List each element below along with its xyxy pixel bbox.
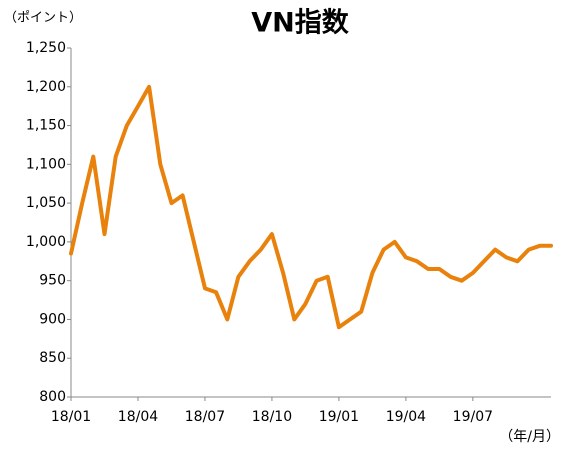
y-tick-label: 850 (39, 350, 66, 366)
chart-title: VN指数 (251, 8, 349, 39)
x-tick-label: 18/01 (51, 409, 91, 425)
y-tick-label: 800 (39, 389, 66, 405)
y-tick-label: 1,200 (26, 79, 66, 95)
x-tick-label: 18/10 (252, 409, 292, 425)
x-tick-label: 18/04 (118, 409, 158, 425)
x-axis-label: （年/月） (499, 429, 560, 445)
y-tick-label: 1,050 (26, 195, 66, 211)
y-tick-label: 900 (39, 311, 66, 327)
y-tick-label: 950 (39, 273, 66, 289)
data-line (69, 84, 553, 330)
x-tick-label: 19/04 (386, 409, 426, 425)
x-tick-label: 18/07 (185, 409, 225, 425)
y-tick-label: 1,150 (26, 118, 66, 134)
y-tick-label: 1,250 (26, 40, 66, 56)
y-tick-label: 1,000 (26, 234, 66, 250)
x-tick-label: 19/07 (453, 409, 493, 425)
y-axis-label: （ポイント） (4, 11, 82, 26)
x-tick-label: 19/01 (319, 409, 359, 425)
y-tick-label: 1,100 (26, 156, 66, 172)
